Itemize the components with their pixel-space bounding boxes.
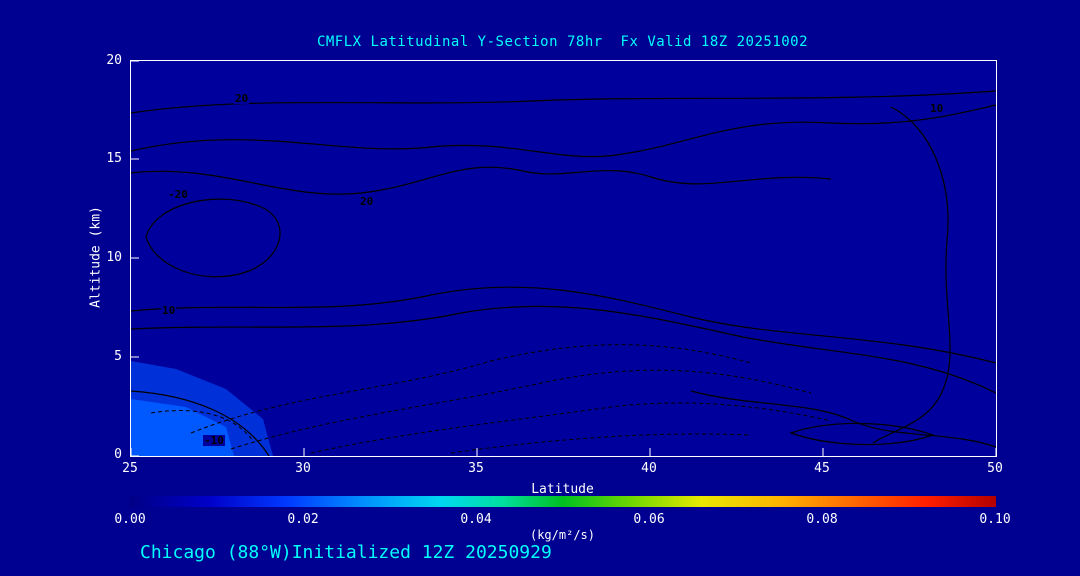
colorbar-tick-0.00: 0.00 bbox=[114, 512, 146, 527]
x-tick-50: 50 bbox=[987, 461, 1003, 476]
y-tick-20: 20 bbox=[106, 53, 122, 68]
contour-label: -10 bbox=[203, 434, 225, 447]
colorbar-tick-0.04: 0.04 bbox=[460, 512, 492, 527]
plot-area: 20 -20 20 10 -10 10 bbox=[130, 60, 997, 457]
contour-label: 20 bbox=[234, 92, 250, 105]
colorbar-tick-0.06: 0.06 bbox=[633, 512, 665, 527]
y-tick-10: 10 bbox=[106, 250, 122, 265]
chart-title: CMFLX Latitudinal Y-Section 78hr Fx Vali… bbox=[316, 34, 809, 50]
y-tick-15: 15 bbox=[106, 151, 122, 166]
y-tick-5: 5 bbox=[114, 349, 122, 364]
colorbar-tick-0.02: 0.02 bbox=[287, 512, 319, 527]
colorbar-units: (kg/m²/s) bbox=[529, 528, 596, 542]
x-tick-40: 40 bbox=[641, 461, 657, 476]
x-tick-25: 25 bbox=[122, 461, 138, 476]
contour-label: -20 bbox=[167, 188, 189, 201]
y-tick-0: 0 bbox=[114, 447, 122, 462]
x-tick-30: 30 bbox=[295, 461, 311, 476]
contour-label: 10 bbox=[929, 102, 945, 115]
contour-label: 10 bbox=[161, 304, 177, 317]
x-tick-45: 45 bbox=[814, 461, 830, 476]
colorbar bbox=[130, 496, 996, 507]
solid-contours bbox=[131, 90, 996, 456]
x-tick-35: 35 bbox=[468, 461, 484, 476]
footer-annotation: Chicago (88°W)Initialized 12Z 20250929 bbox=[140, 542, 552, 563]
x-axis-label: Latitude bbox=[531, 482, 594, 497]
contour-label: 20 bbox=[359, 195, 375, 208]
dashed-contours bbox=[150, 344, 832, 454]
axis-ticks bbox=[131, 61, 996, 456]
contour-plot-canvas bbox=[131, 61, 996, 456]
colorbar-tick-0.10: 0.10 bbox=[979, 512, 1011, 527]
colorbar-tick-0.08: 0.08 bbox=[806, 512, 838, 527]
